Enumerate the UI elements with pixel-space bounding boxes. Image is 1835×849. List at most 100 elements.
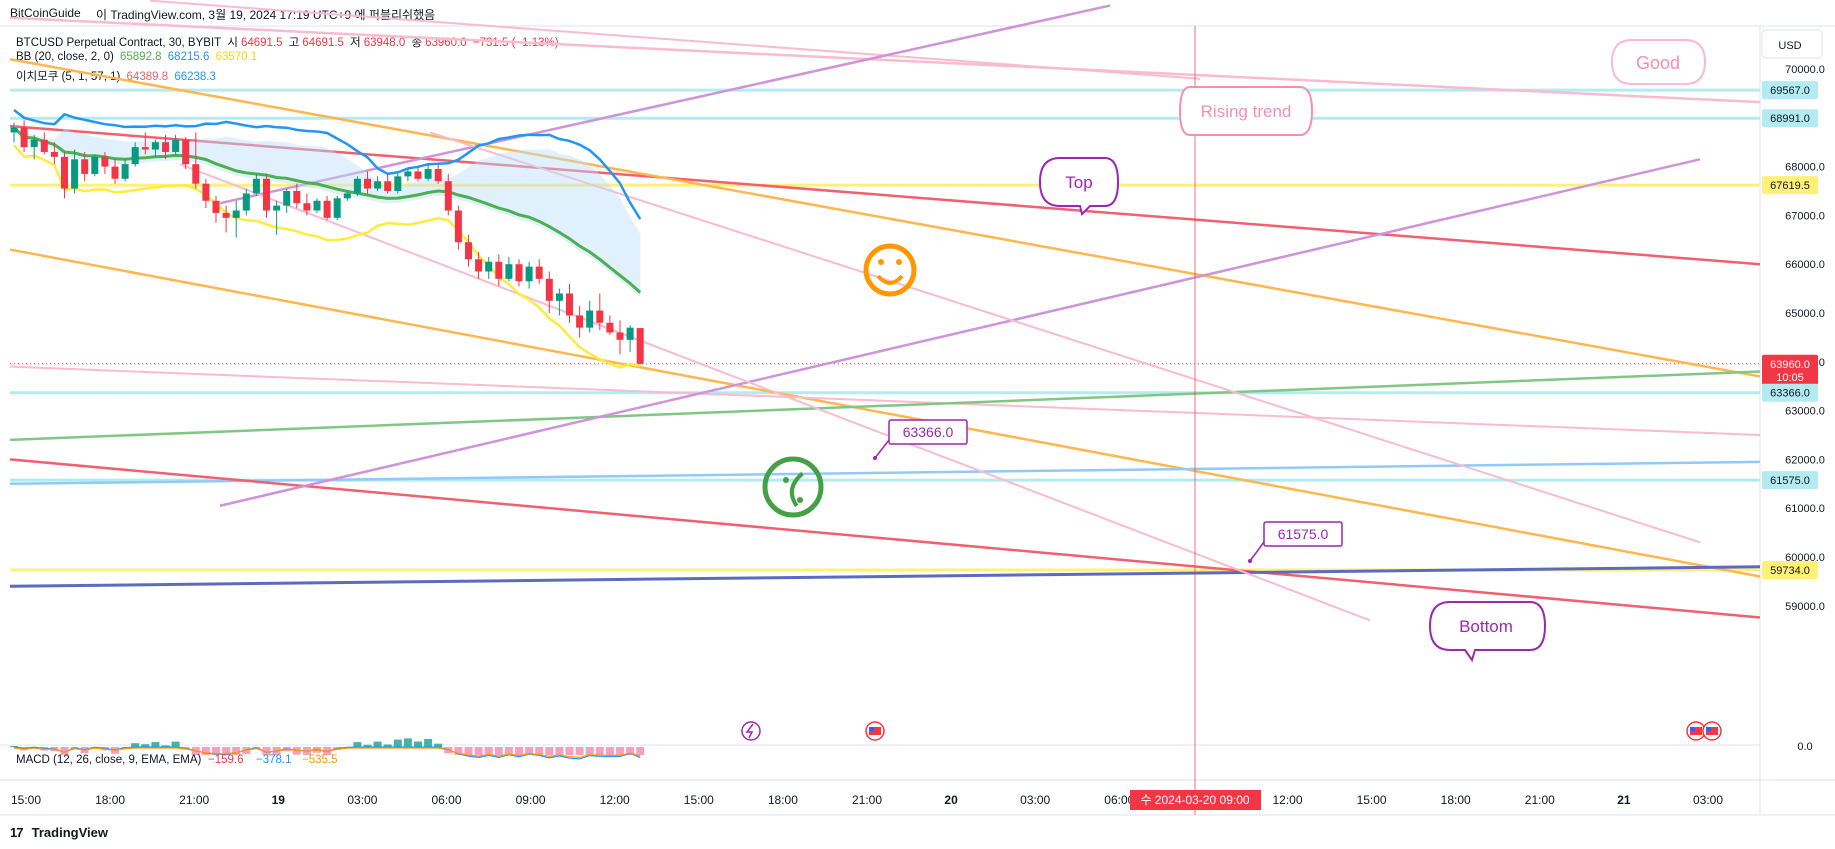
candle — [444, 181, 452, 211]
macd-pane — [10, 738, 645, 760]
candle — [424, 169, 432, 179]
trend-line — [9, 58, 1761, 378]
callout-rising-trend[interactable]: Rising trend — [1178, 86, 1314, 136]
candle — [525, 266, 533, 282]
callout-bottom[interactable]: Bottom — [1428, 601, 1547, 663]
macd-signal-line — [13, 747, 641, 758]
x-tick-label: 09:00 — [516, 793, 546, 807]
macd-bar — [151, 742, 160, 747]
candle — [616, 332, 624, 340]
candle — [636, 328, 644, 364]
macd-zero-tick: 0.0 — [1797, 741, 1812, 753]
bottom-label: Bottom — [1459, 617, 1513, 636]
candle — [283, 191, 291, 206]
candle — [20, 127, 28, 148]
price-axis[interactable]: 70000.068000.067000.066000.065000.064000… — [1785, 64, 1825, 613]
price-label-bg — [1762, 471, 1818, 490]
macd-bar — [414, 741, 422, 747]
macd-bar — [383, 744, 392, 747]
callout-good[interactable]: Good — [1610, 39, 1707, 85]
trend-line — [9, 365, 1761, 436]
candle — [40, 139, 48, 152]
macd-bar — [525, 747, 534, 755]
y-tick-label: 70000.0 — [1785, 64, 1825, 76]
price-label-bg — [1762, 560, 1818, 579]
candle — [293, 191, 301, 204]
smiley-sad-icon[interactable] — [762, 456, 824, 518]
y-tick-label: 65000.0 — [1785, 308, 1825, 320]
candle — [394, 176, 402, 191]
macd-bar — [636, 747, 645, 755]
macd-bar — [353, 742, 362, 747]
price-chart[interactable]: Good Rising trend Top Bottom 63366.0 615… — [0, 0, 1835, 820]
macd-bar — [60, 747, 69, 755]
candle — [131, 147, 139, 165]
candle — [404, 171, 412, 177]
macd-label[interactable]: MACD (12, 26, close, 9, EMA, EMA) — [16, 754, 202, 766]
currency-button[interactable]: USD — [1761, 29, 1823, 59]
y-tick-label: 61000.0 — [1785, 503, 1825, 515]
macd-bar — [464, 747, 473, 755]
macd-bar — [222, 747, 231, 755]
ichimoku-a-value: 64389.8 — [126, 71, 169, 83]
trend-line — [9, 460, 1761, 486]
event-us-flag-icon[interactable] — [865, 721, 885, 741]
candle — [414, 171, 422, 179]
candle — [515, 264, 523, 282]
macd-bar — [626, 747, 635, 755]
candle — [232, 210, 240, 218]
price-label: 61575.0 — [1770, 475, 1810, 487]
rising-trend-label: Rising trend — [1201, 102, 1292, 121]
macd-bar — [403, 738, 412, 747]
callout-price-63366[interactable]: 63366.0 — [873, 419, 968, 460]
time-axis[interactable]: 15:00 18:00 21:00 19 03:00 06:00 09:00 12:00 15:… — [11, 793, 1723, 807]
price-label: 68991.0 — [1770, 113, 1810, 125]
macd-bar — [171, 741, 180, 747]
macd-bar — [515, 747, 523, 755]
macd-bar — [504, 747, 513, 755]
open-label: 시 — [227, 37, 238, 49]
bb-basis-value: 65892.8 — [120, 51, 162, 63]
price-61575-label: 61575.0 — [1278, 526, 1329, 542]
x-tick-label: 15:00 — [684, 793, 714, 807]
x-tick-label: 03:00 — [1693, 793, 1723, 807]
trend-line — [9, 370, 1761, 442]
macd-bar — [545, 747, 554, 755]
candle — [384, 181, 392, 191]
event-us-flag-icon-3[interactable] — [1702, 721, 1722, 741]
macd-bar — [585, 747, 594, 755]
macd-bar — [434, 743, 443, 747]
x-tick-label: 18:00 — [768, 793, 798, 807]
candle — [141, 147, 149, 150]
callout-top[interactable]: Top — [1038, 157, 1120, 216]
candle — [555, 293, 563, 301]
good-label: Good — [1636, 53, 1680, 73]
x-tick-label: 18:00 — [1441, 793, 1471, 807]
candle — [475, 259, 483, 272]
price-label-bg — [1762, 81, 1818, 100]
ichimoku-cloud-area — [14, 124, 641, 298]
top-label: Top — [1065, 173, 1092, 192]
callout-price-61575[interactable]: 61575.0 — [1248, 521, 1343, 563]
candle — [333, 198, 341, 218]
x-tick-label: 19 — [272, 793, 286, 807]
x-tick-label: 12:00 — [1272, 793, 1302, 807]
symbol-title[interactable]: BTCUSD Perpetual Contract, 30, BYBIT — [16, 37, 222, 49]
macd-bar — [424, 739, 433, 747]
candle — [81, 159, 89, 174]
x-tick-label: 21:00 — [852, 793, 882, 807]
smiley-happy-icon[interactable] — [863, 243, 917, 297]
y-tick-label: 62000.0 — [1785, 454, 1825, 466]
bb-legend[interactable]: BB (20, close, 2, 0) 65892.8 68215.6 635… — [16, 51, 260, 63]
author-name[interactable]: BitCoinGuide — [10, 6, 81, 20]
trend-line — [219, 4, 1111, 205]
candle — [505, 264, 513, 279]
bb-lower-line — [13, 144, 641, 369]
candle — [212, 200, 220, 213]
trend-line — [179, 163, 1371, 622]
macd-bar — [201, 747, 210, 755]
tradingview-footer[interactable]: 17 TradingView — [10, 825, 108, 840]
y-tick-label: 66000.0 — [1785, 259, 1825, 271]
macd-value-2: −378.1 — [256, 754, 292, 766]
event-lightning-icon[interactable] — [741, 721, 761, 741]
